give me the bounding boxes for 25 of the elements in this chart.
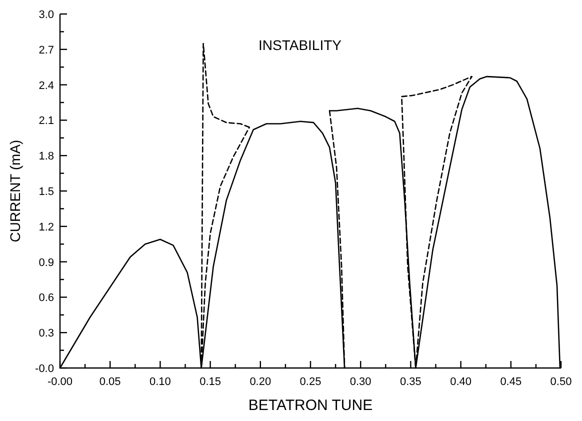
y-tick-label: 1.2 — [38, 221, 54, 234]
y-axis-title: CURRENT (mA) — [7, 140, 23, 242]
y-tick-label: -0.0 — [35, 363, 54, 375]
x-axis-title: BETATRON TUNE — [248, 397, 373, 414]
y-tick-label: 1.8 — [38, 150, 54, 163]
x-tick-label: 0.15 — [200, 376, 222, 388]
x-tick-label: 0.20 — [250, 376, 272, 388]
y-tick-label: 1.5 — [38, 186, 54, 198]
x-tick-label: 0.10 — [149, 376, 171, 388]
y-tick-label: 0.3 — [38, 328, 54, 340]
y-tick-label: 0.6 — [38, 292, 54, 304]
x-tick-label: 0.45 — [500, 376, 522, 388]
x-tick-label: 0.40 — [450, 376, 472, 388]
x-tick-label: 0.50 — [550, 376, 572, 388]
y-tick-label: 2.7 — [38, 44, 54, 56]
y-tick-label: 3.0 — [38, 9, 54, 21]
x-tick-label: 0.35 — [400, 376, 422, 388]
y-tick-label: 2.4 — [38, 80, 54, 92]
x-tick-label: 0.25 — [300, 376, 322, 388]
y-tick-label: 0.9 — [38, 256, 54, 269]
x-tick-label: 0.05 — [99, 376, 121, 388]
x-tick-label: -0.00 — [47, 376, 73, 388]
text: INSTABILITY — [258, 37, 342, 53]
y-tick-label: 2.1 — [38, 115, 54, 128]
x-tick-label: 0.30 — [350, 376, 372, 388]
